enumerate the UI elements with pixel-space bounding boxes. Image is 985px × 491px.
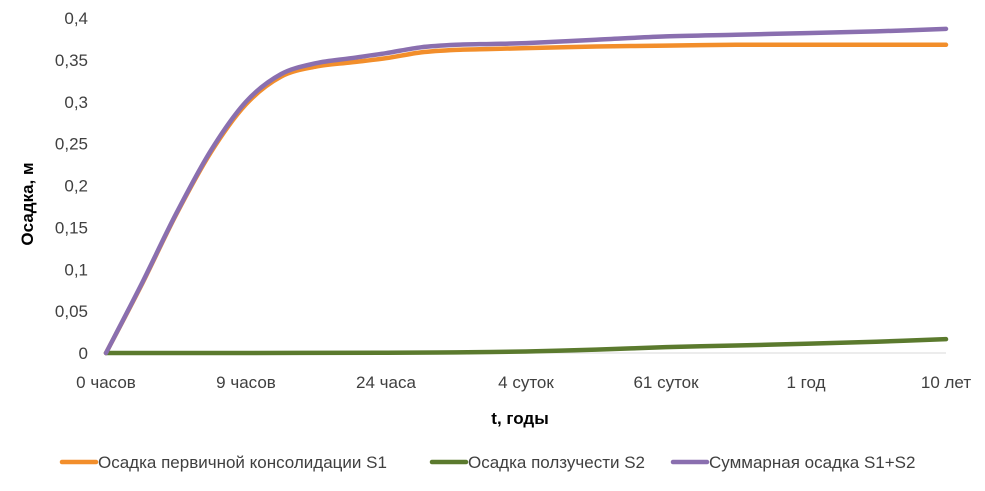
legend: Осадка первичной консолидации S1 Осадка п…	[59, 453, 915, 472]
series-line-primary-consolidation	[103, 42, 949, 356]
y-tick-label: 0,25	[55, 135, 88, 154]
x-axis-tick-labels: 0 часов 9 часов 24 часа 4 суток 61 суток 1 го…	[76, 373, 971, 392]
y-tick-label: 0,1	[64, 260, 88, 279]
x-tick-label: 4 суток	[498, 373, 554, 392]
x-tick-label: 1 год	[786, 373, 825, 392]
x-tick-label: 61 суток	[633, 373, 699, 392]
x-tick-label: 24 часа	[356, 373, 416, 392]
y-axis-title: Осадка, м	[18, 162, 37, 245]
y-tick-label: 0,3	[64, 93, 88, 112]
series-lines	[103, 26, 949, 356]
legend-label: Осадка первичной консолидации S1	[98, 453, 387, 472]
series-line-total-settlement	[103, 26, 949, 356]
y-tick-label: 0,15	[55, 218, 88, 237]
y-tick-label: 0,2	[64, 177, 88, 196]
legend-label: Осадка ползучести S2	[468, 453, 645, 472]
y-tick-label: 0,05	[55, 302, 88, 321]
x-tick-label: 0 часов	[76, 373, 136, 392]
series-line-creep	[103, 336, 949, 356]
x-tick-label: 10 лет	[921, 373, 971, 392]
legend-item-total-settlement: Суммарная осадка S1+S2	[670, 453, 915, 472]
legend-item-creep: Осадка ползучести S2	[429, 453, 645, 472]
legend-item-primary-consolidation: Осадка первичной консолидации S1	[59, 453, 387, 472]
x-tick-label: 9 часов	[216, 373, 276, 392]
y-tick-label: 0	[79, 344, 88, 363]
y-tick-label: 0,4	[64, 9, 88, 28]
y-tick-label: 0,35	[55, 51, 88, 70]
x-axis-title: t, годы	[491, 409, 548, 428]
y-axis-tick-labels: 0 0,05 0,1 0,15 0,2 0,25 0,3 0,35 0,4	[55, 9, 88, 363]
legend-label: Суммарная осадка S1+S2	[709, 453, 915, 472]
